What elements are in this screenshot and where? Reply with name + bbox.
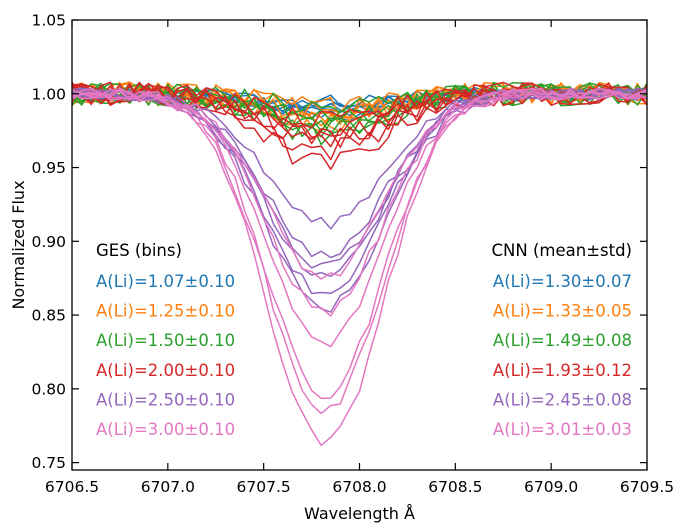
tick-layer: 6706.5 6707.0 6707.5 6708.0 6708.5 6709.0 6709… [31,12,674,497]
legend-ges-entry: A(Li)=1.25±0.10 [96,302,235,321]
x-tick-label: 6706.5 [45,478,99,496]
legend-ges-entry: A(Li)=1.07±0.10 [96,272,235,291]
legend-ges-title: GES (bins) [96,241,182,260]
x-tick-label: 6708.5 [428,478,482,496]
series-line-4-3 [72,83,647,149]
y-tick-label: 0.75 [31,454,66,472]
legend-ges-entry: A(Li)=2.00±0.10 [96,361,235,380]
y-tick-label: 1.05 [31,12,66,30]
y-axis-label: Normalized Flux [9,180,28,309]
legend-ges-entry: A(Li)=1.50±0.10 [96,331,235,350]
x-tick-label: 6708.0 [332,478,386,496]
y-tick-label: 0.95 [31,159,66,177]
x-axis-label: Wavelength Å [304,504,415,523]
legend-cnn-entry: A(Li)=1.93±0.12 [493,361,632,380]
x-tick-label: 6709.0 [524,478,578,496]
legend-cnn-entry: A(Li)=1.33±0.05 [493,302,632,321]
series-line-6-3 [72,88,647,348]
legend-cnn-entry: A(Li)=3.01±0.03 [493,420,632,439]
series-layer [72,81,647,447]
series-line-3-5 [72,83,647,115]
x-tick-label: 6709.5 [620,478,674,496]
legend-ges-entry: A(Li)=3.00±0.10 [96,420,235,439]
y-tick-label: 1.00 [31,85,66,103]
legend-ges-entry: A(Li)=2.50±0.10 [96,390,235,409]
y-tick-label: 0.85 [31,307,66,325]
legend-layer: GES (bins) A(Li)=1.07±0.10 A(Li)=1.25±0.10… [96,241,632,439]
y-tick-label: 0.80 [31,380,66,398]
legend-cnn-entry: A(Li)=2.45±0.08 [493,390,632,409]
series-line-5-1 [72,88,647,230]
series-line-6-5 [72,87,647,280]
series-line-6-1 [72,89,647,447]
x-tick-label: 6707.0 [141,478,195,496]
series-line-5-6 [72,88,647,278]
series-line-6-6 [72,87,647,415]
y-tick-label: 0.90 [31,233,66,251]
legend-cnn-title: CNN (mean±std) [492,241,632,260]
x-tick-label: 6707.5 [237,478,291,496]
legend-cnn-entry: A(Li)=1.49±0.08 [493,331,632,350]
legend-cnn-entry: A(Li)=1.30±0.07 [493,272,632,291]
